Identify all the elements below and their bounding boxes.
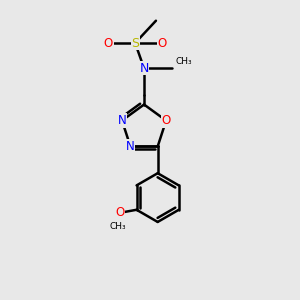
Text: N: N	[126, 140, 135, 153]
Text: O: O	[104, 37, 113, 50]
Text: N: N	[140, 62, 149, 75]
Text: N: N	[118, 114, 126, 127]
Text: O: O	[161, 114, 171, 127]
Text: O: O	[116, 206, 125, 219]
Text: O: O	[157, 37, 167, 50]
Text: CH₃: CH₃	[176, 57, 193, 66]
Text: CH₃: CH₃	[110, 222, 126, 231]
Text: S: S	[131, 37, 139, 50]
